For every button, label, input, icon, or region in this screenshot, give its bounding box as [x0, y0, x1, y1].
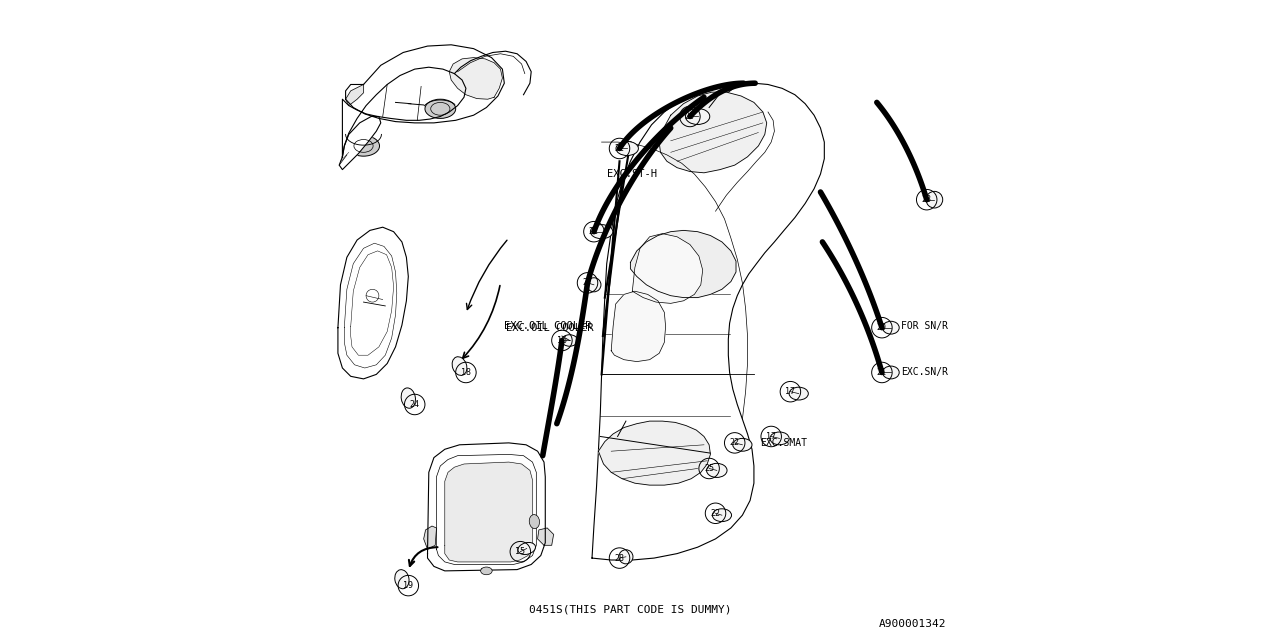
Polygon shape	[538, 528, 554, 545]
Polygon shape	[599, 421, 710, 485]
Polygon shape	[612, 291, 666, 362]
Ellipse shape	[452, 356, 467, 376]
Polygon shape	[339, 116, 381, 170]
Ellipse shape	[616, 141, 639, 156]
Text: 25: 25	[704, 464, 714, 473]
Ellipse shape	[707, 463, 727, 477]
Text: EXC.SN/R: EXC.SN/R	[901, 367, 948, 378]
Ellipse shape	[590, 225, 613, 239]
Polygon shape	[632, 234, 703, 303]
Ellipse shape	[927, 191, 943, 208]
Text: 17: 17	[767, 432, 776, 441]
Polygon shape	[659, 92, 767, 173]
Ellipse shape	[733, 438, 753, 451]
Ellipse shape	[394, 570, 410, 589]
Text: 19: 19	[403, 581, 413, 590]
Polygon shape	[591, 83, 824, 560]
Text: EXC.OIL COOLER: EXC.OIL COOLER	[504, 321, 591, 332]
Ellipse shape	[425, 99, 456, 118]
Text: 17: 17	[786, 387, 795, 396]
Text: EXC.SMAT: EXC.SMAT	[760, 438, 808, 448]
Text: 26: 26	[685, 112, 695, 121]
Ellipse shape	[771, 432, 788, 445]
Text: 27: 27	[582, 278, 593, 287]
Text: 22: 22	[730, 438, 740, 447]
Text: 18: 18	[461, 368, 471, 377]
Polygon shape	[630, 230, 736, 298]
Ellipse shape	[788, 387, 809, 400]
Ellipse shape	[883, 321, 900, 334]
Text: EXC.OIL COOLER: EXC.OIL COOLER	[506, 323, 593, 333]
Ellipse shape	[401, 388, 416, 408]
Polygon shape	[449, 58, 502, 99]
Ellipse shape	[518, 543, 535, 554]
Ellipse shape	[883, 366, 900, 379]
Ellipse shape	[481, 567, 492, 575]
Polygon shape	[445, 462, 532, 562]
Ellipse shape	[348, 136, 379, 156]
Text: 16: 16	[557, 336, 567, 345]
Ellipse shape	[588, 278, 602, 292]
Ellipse shape	[562, 335, 577, 346]
Text: EXC.ST-H: EXC.ST-H	[607, 169, 657, 179]
Text: 24: 24	[410, 400, 420, 409]
Polygon shape	[338, 227, 408, 379]
Text: 22: 22	[614, 144, 625, 153]
Polygon shape	[346, 84, 364, 106]
Polygon shape	[346, 45, 504, 123]
Text: 15: 15	[516, 547, 525, 556]
Text: 23: 23	[922, 195, 932, 204]
Text: 22: 22	[589, 227, 599, 236]
Text: A900001342: A900001342	[878, 619, 946, 629]
Text: 28: 28	[614, 554, 625, 563]
Polygon shape	[424, 526, 436, 549]
Text: 22: 22	[710, 509, 721, 518]
Text: FOR SN/R: FOR SN/R	[901, 321, 948, 332]
Ellipse shape	[620, 550, 632, 564]
Ellipse shape	[713, 509, 732, 522]
Text: 20: 20	[877, 323, 887, 332]
Polygon shape	[428, 443, 545, 571]
Text: 21: 21	[877, 368, 887, 377]
Polygon shape	[343, 67, 466, 157]
Text: 0451S(THIS PART CODE IS DUMMY): 0451S(THIS PART CODE IS DUMMY)	[529, 604, 732, 614]
Ellipse shape	[686, 108, 709, 124]
Ellipse shape	[529, 515, 540, 529]
